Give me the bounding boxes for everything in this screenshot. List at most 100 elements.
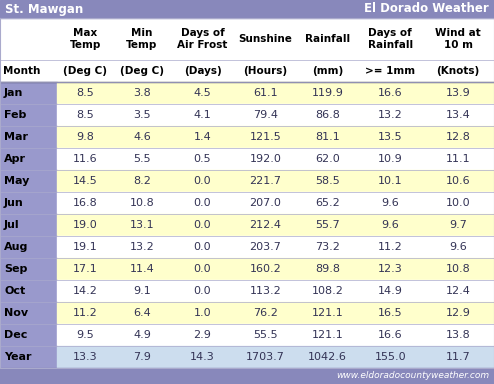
Bar bbox=[0, 18, 494, 82]
Text: El Dorado Weather: El Dorado Weather bbox=[364, 3, 489, 15]
Text: 19.0: 19.0 bbox=[73, 220, 98, 230]
Bar bbox=[0, 214, 57, 236]
Bar bbox=[57, 148, 494, 170]
Text: Sunshine: Sunshine bbox=[239, 34, 292, 44]
Text: Aug: Aug bbox=[4, 242, 28, 252]
Text: 11.4: 11.4 bbox=[129, 264, 155, 274]
Text: (Deg C): (Deg C) bbox=[120, 66, 164, 76]
Text: 155.0: 155.0 bbox=[374, 352, 406, 362]
Text: (Days): (Days) bbox=[184, 66, 221, 76]
Text: 10.9: 10.9 bbox=[378, 154, 403, 164]
Text: Sep: Sep bbox=[4, 264, 27, 274]
Text: Wind at
10 m: Wind at 10 m bbox=[435, 28, 481, 50]
Text: 14.2: 14.2 bbox=[73, 286, 98, 296]
Text: Jan: Jan bbox=[4, 88, 23, 98]
Text: 2.9: 2.9 bbox=[194, 330, 211, 340]
Bar bbox=[57, 82, 494, 104]
Text: 13.9: 13.9 bbox=[446, 88, 471, 98]
Bar bbox=[0, 346, 57, 368]
Text: 9.8: 9.8 bbox=[76, 132, 94, 142]
Bar bbox=[57, 324, 494, 346]
Text: 108.2: 108.2 bbox=[311, 286, 343, 296]
Text: 58.5: 58.5 bbox=[315, 176, 340, 186]
Text: Max
Temp: Max Temp bbox=[70, 28, 101, 50]
Text: 8.5: 8.5 bbox=[77, 110, 94, 120]
Text: 192.0: 192.0 bbox=[249, 154, 282, 164]
Text: 55.5: 55.5 bbox=[253, 330, 278, 340]
Bar bbox=[0, 126, 57, 148]
Text: Year: Year bbox=[4, 352, 32, 362]
Text: 13.4: 13.4 bbox=[446, 110, 471, 120]
Bar bbox=[57, 280, 494, 302]
Bar bbox=[57, 236, 494, 258]
Text: 13.3: 13.3 bbox=[73, 352, 97, 362]
Bar bbox=[0, 302, 57, 324]
Bar bbox=[57, 302, 494, 324]
Text: 62.0: 62.0 bbox=[315, 154, 340, 164]
Text: 221.7: 221.7 bbox=[249, 176, 282, 186]
Text: Apr: Apr bbox=[4, 154, 26, 164]
Text: www.eldoradocountyweather.com: www.eldoradocountyweather.com bbox=[336, 371, 489, 381]
Text: 9.1: 9.1 bbox=[133, 286, 151, 296]
Text: 14.9: 14.9 bbox=[378, 286, 403, 296]
Text: 10.0: 10.0 bbox=[446, 198, 470, 208]
Text: May: May bbox=[4, 176, 29, 186]
Text: Nov: Nov bbox=[4, 308, 28, 318]
Text: 8.2: 8.2 bbox=[133, 176, 151, 186]
Text: 0.0: 0.0 bbox=[194, 286, 211, 296]
Text: 4.5: 4.5 bbox=[194, 88, 211, 98]
Text: 9.6: 9.6 bbox=[450, 242, 467, 252]
Text: 65.2: 65.2 bbox=[315, 198, 340, 208]
Text: 12.4: 12.4 bbox=[446, 286, 471, 296]
Text: Min
Temp: Min Temp bbox=[126, 28, 158, 50]
Bar bbox=[0, 258, 57, 280]
Text: (Hours): (Hours) bbox=[244, 66, 288, 76]
Text: 14.5: 14.5 bbox=[73, 176, 98, 186]
Text: 11.2: 11.2 bbox=[378, 242, 403, 252]
Bar bbox=[0, 82, 57, 104]
Text: 13.2: 13.2 bbox=[378, 110, 403, 120]
Text: 13.5: 13.5 bbox=[378, 132, 403, 142]
Text: 55.7: 55.7 bbox=[315, 220, 340, 230]
Text: 13.1: 13.1 bbox=[130, 220, 154, 230]
Text: 0.0: 0.0 bbox=[194, 242, 211, 252]
Text: Jul: Jul bbox=[4, 220, 20, 230]
Text: 121.5: 121.5 bbox=[249, 132, 282, 142]
Text: 9.6: 9.6 bbox=[381, 198, 399, 208]
Text: 1703.7: 1703.7 bbox=[246, 352, 285, 362]
Text: St. Mawgan: St. Mawgan bbox=[5, 3, 83, 15]
Bar bbox=[0, 104, 57, 126]
Text: 79.4: 79.4 bbox=[253, 110, 278, 120]
Text: Oct: Oct bbox=[4, 286, 25, 296]
Text: 9.7: 9.7 bbox=[449, 220, 467, 230]
Bar bbox=[0, 280, 57, 302]
Text: 16.6: 16.6 bbox=[378, 330, 403, 340]
Text: 10.8: 10.8 bbox=[129, 198, 155, 208]
Text: 1.0: 1.0 bbox=[194, 308, 211, 318]
Bar bbox=[0, 324, 57, 346]
Text: >= 1mm: >= 1mm bbox=[365, 66, 415, 76]
Bar bbox=[0, 192, 57, 214]
Text: 6.4: 6.4 bbox=[133, 308, 151, 318]
Text: (Knots): (Knots) bbox=[437, 66, 480, 76]
Text: 73.2: 73.2 bbox=[315, 242, 340, 252]
Text: 10.1: 10.1 bbox=[378, 176, 403, 186]
Text: 4.6: 4.6 bbox=[133, 132, 151, 142]
Text: 76.2: 76.2 bbox=[253, 308, 278, 318]
Text: 11.2: 11.2 bbox=[73, 308, 98, 318]
Text: 11.6: 11.6 bbox=[73, 154, 97, 164]
Text: 86.8: 86.8 bbox=[315, 110, 340, 120]
Text: 0.0: 0.0 bbox=[194, 198, 211, 208]
Text: Days of
Rainfall: Days of Rainfall bbox=[368, 28, 413, 50]
Text: 203.7: 203.7 bbox=[249, 242, 282, 252]
Text: 3.5: 3.5 bbox=[133, 110, 151, 120]
Bar bbox=[57, 346, 494, 368]
Text: Month: Month bbox=[3, 66, 41, 76]
Text: 4.1: 4.1 bbox=[194, 110, 211, 120]
Bar bbox=[0, 148, 57, 170]
Text: 1.4: 1.4 bbox=[194, 132, 211, 142]
Text: 160.2: 160.2 bbox=[249, 264, 282, 274]
Text: 13.8: 13.8 bbox=[446, 330, 471, 340]
Text: 121.1: 121.1 bbox=[311, 308, 343, 318]
Text: 113.2: 113.2 bbox=[249, 286, 282, 296]
